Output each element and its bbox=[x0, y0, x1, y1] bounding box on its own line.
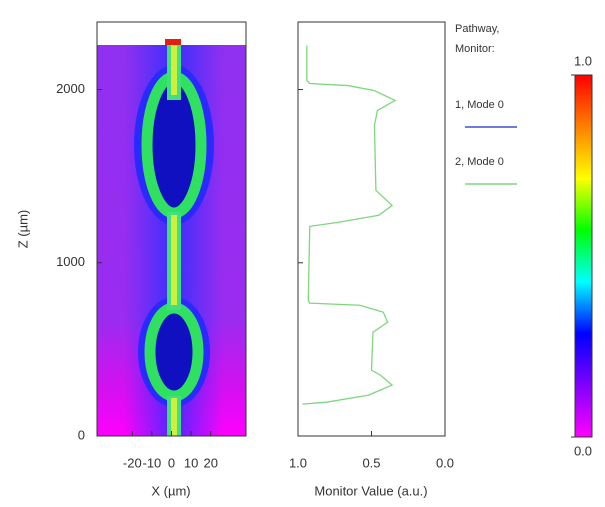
y-axis-label: Z (µm) bbox=[15, 210, 30, 249]
x-axis-label: X (µm) bbox=[151, 483, 190, 498]
colorbar bbox=[574, 74, 593, 438]
x-tick-label: 0.0 bbox=[436, 455, 454, 470]
legend-label: 1, Mode 0 bbox=[455, 99, 504, 111]
x-tick-label: 1.0 bbox=[289, 455, 307, 470]
series-line bbox=[302, 45, 397, 405]
x-tick-label: -20 bbox=[123, 455, 142, 470]
field-map bbox=[97, 39, 246, 436]
y-tick-label: 1000 bbox=[56, 254, 85, 269]
legend-label: 2, Mode 0 bbox=[455, 156, 504, 168]
x-tick-label: 20 bbox=[203, 455, 217, 470]
x-axis-label: Monitor Value (a.u.) bbox=[314, 483, 427, 498]
x-tick-label: 0 bbox=[168, 455, 175, 470]
y-tick-label: 2000 bbox=[56, 81, 85, 96]
legend-title: Monitor: bbox=[455, 43, 495, 55]
x-tick-label: 10 bbox=[184, 455, 198, 470]
x-tick-label: 0.5 bbox=[362, 455, 380, 470]
legend-title: Pathway, bbox=[455, 23, 499, 35]
y-tick-label: 0 bbox=[78, 427, 85, 442]
x-tick-label: -10 bbox=[142, 455, 161, 470]
colorbar-label: 1.0 bbox=[574, 53, 592, 68]
colorbar-label: 0.0 bbox=[574, 443, 592, 458]
